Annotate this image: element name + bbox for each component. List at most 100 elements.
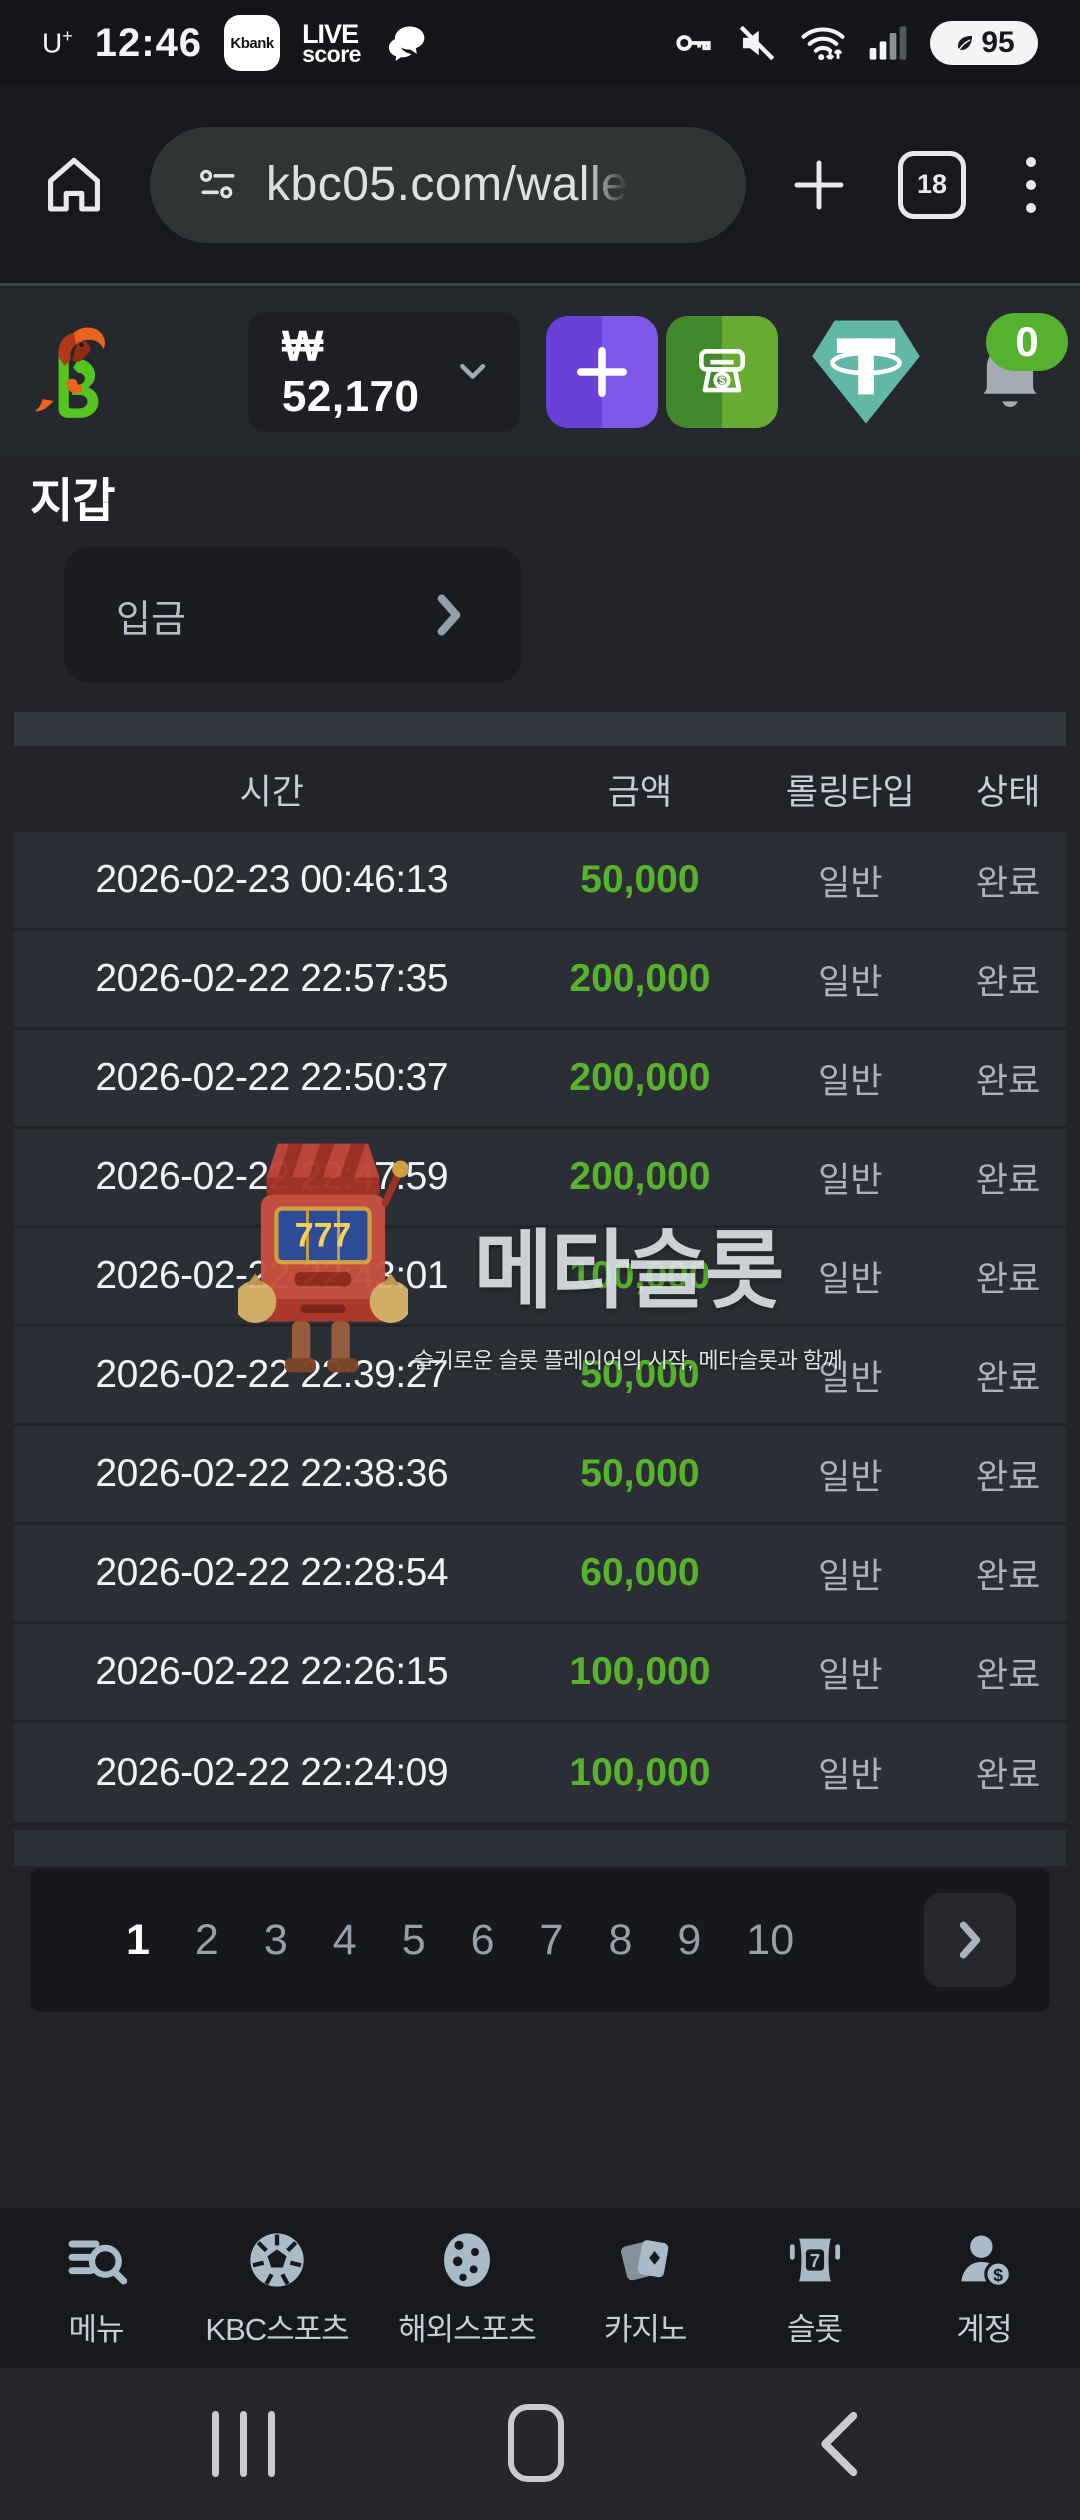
nav-item-kbc-sports[interactable]: KBC스포츠 xyxy=(205,2228,350,2349)
home-button[interactable] xyxy=(38,149,110,221)
cell-time: 2026-02-22 22:24:09 xyxy=(95,1750,449,1794)
table-row: 2026-02-22 22:24:09 100,000 일반 완료 xyxy=(14,1723,1066,1822)
page-number-button[interactable]: 2 xyxy=(194,1915,219,1964)
cell-rolling-type: 일반 xyxy=(818,1358,883,1398)
nav-item-overseas-sports[interactable]: 해외스포츠 xyxy=(398,2228,537,2349)
svg-text:7: 7 xyxy=(809,2249,819,2270)
status-bar-left: U+ 12:46 Kbank LIVE score xyxy=(42,15,429,71)
page-number-button[interactable]: 1 xyxy=(126,1915,150,1964)
livescore-notification-icon: LIVE score xyxy=(302,20,361,65)
nav-item-casino[interactable]: 카지노 xyxy=(585,2228,705,2349)
page-number-list: 1 2 3 4 5 6 7 8 9 10 xyxy=(126,1916,794,1965)
nav-label: 슬롯 xyxy=(787,2311,843,2347)
page-number-button[interactable]: 8 xyxy=(608,1915,633,1964)
kbank-notification-icon: Kbank xyxy=(224,15,281,71)
cell-time: 2026-02-22 22:57:35 xyxy=(95,957,449,1000)
android-home-button[interactable] xyxy=(508,2404,564,2482)
table-row: 2026-02-22 22:43:01 100,000 일반 완료 xyxy=(14,1228,1066,1327)
status-time: 12:46 xyxy=(94,20,203,65)
url-bar[interactable]: kbc05.com/walle xyxy=(150,126,746,243)
site-header: ₩ 52,170 $ 0 xyxy=(0,289,1080,455)
page-number-button[interactable]: 7 xyxy=(539,1915,564,1964)
cell-status: 완료 xyxy=(975,1756,1041,1795)
cell-amount: 50,000 xyxy=(580,858,700,901)
cash-wallet-button[interactable]: $ xyxy=(666,316,778,428)
page-number-button[interactable]: 9 xyxy=(677,1915,702,1964)
cell-time: 2026-02-22 22:38:36 xyxy=(95,1452,449,1495)
cell-status: 완료 xyxy=(975,1259,1041,1299)
deposit-menu-button[interactable]: 입금 xyxy=(64,547,522,683)
android-back-button[interactable] xyxy=(812,2408,864,2480)
page-title: 지갑 xyxy=(30,474,115,527)
tab-switcher-button[interactable]: 18 xyxy=(898,150,966,219)
slot-machine-icon: 7 xyxy=(789,2238,840,2281)
nav-item-menu[interactable]: 메뉴 xyxy=(36,2228,156,2349)
cell-time: 2026-02-22 22:26:15 xyxy=(95,1650,449,1693)
nav-label: 카지노 xyxy=(603,2311,688,2347)
casino-cards-icon xyxy=(621,2239,669,2280)
new-tab-button[interactable] xyxy=(786,152,852,218)
kakaotalk-notification-icon xyxy=(388,26,425,61)
status-bar: U+ 12:46 Kbank LIVE score xyxy=(0,0,1080,86)
nav-label: 계정 xyxy=(956,2311,1012,2347)
table-header-row: 시간 금액 롤링타입 상태 xyxy=(14,746,1066,832)
cell-amount: 100,000 xyxy=(569,1650,711,1693)
chevron-down-icon xyxy=(459,364,485,379)
status-bar-right: 95 xyxy=(672,21,1038,65)
cell-rolling-type: 일반 xyxy=(818,1457,883,1497)
table-row: 2026-02-22 22:47:59 200,000 일반 완료 xyxy=(14,1129,1066,1228)
tether-usdt-button[interactable] xyxy=(810,313,922,431)
wifi-icon xyxy=(801,27,845,61)
sports-ball-icon xyxy=(443,2232,490,2287)
balance-amount: ₩ 52,170 xyxy=(281,322,420,421)
account-money-icon: $ xyxy=(961,2234,1012,2288)
site-settings-icon[interactable] xyxy=(196,163,240,207)
kbc-logo[interactable] xyxy=(28,308,130,436)
page-number-button[interactable]: 6 xyxy=(470,1915,495,1964)
cell-amount: 200,000 xyxy=(569,1056,711,1099)
mute-icon xyxy=(739,25,775,61)
notification-bell-button[interactable]: 0 xyxy=(968,313,1068,427)
table-row: 2026-02-23 00:46:13 50,000 일반 완료 xyxy=(14,832,1066,931)
table-top-strip xyxy=(14,712,1066,746)
svg-text:$: $ xyxy=(993,2264,1003,2284)
cell-rolling-type: 일반 xyxy=(818,1556,883,1596)
cell-amount: 50,000 xyxy=(580,1353,700,1396)
nav-item-account[interactable]: $ 계정 xyxy=(924,2228,1044,2349)
table-bottom-strip xyxy=(14,1830,1066,1866)
battery-saver-leaf-icon xyxy=(958,36,973,51)
cell-status: 완료 xyxy=(975,1160,1041,1200)
cell-amount: 50,000 xyxy=(580,1452,700,1495)
cell-amount: 200,000 xyxy=(569,1155,711,1198)
cell-status: 완료 xyxy=(975,1457,1041,1497)
page-number-button[interactable]: 5 xyxy=(401,1915,426,1964)
plus-icon xyxy=(577,347,627,397)
page-number-button[interactable]: 3 xyxy=(263,1915,288,1964)
balance-dropdown[interactable]: ₩ 52,170 xyxy=(247,312,520,432)
page-number-button[interactable]: 4 xyxy=(332,1915,357,1964)
cell-time: 2026-02-22 22:43:01 xyxy=(95,1254,449,1297)
page-number-button[interactable]: 10 xyxy=(746,1915,795,1964)
table-row: 2026-02-22 22:26:15 100,000 일반 완료 xyxy=(14,1624,1066,1723)
cell-time: 2026-02-23 00:46:13 xyxy=(95,858,449,901)
next-page-button[interactable] xyxy=(924,1893,1016,1987)
soccer-ball-icon xyxy=(250,2232,304,2287)
menu-search-icon xyxy=(68,2240,128,2285)
browser-menu-button[interactable] xyxy=(1020,151,1042,219)
chevron-right-icon xyxy=(959,1921,981,1959)
cell-status: 완료 xyxy=(975,1556,1041,1596)
cash-deposit-icon: $ xyxy=(699,349,745,393)
vpn-key-icon xyxy=(676,35,711,51)
nav-label: KBC스포츠 xyxy=(205,2311,349,2347)
table-row: 2026-02-22 22:50:37 200,000 일반 완료 xyxy=(14,1030,1066,1129)
recent-apps-button[interactable] xyxy=(212,2411,275,2477)
table-row: 2026-02-22 22:38:36 50,000 일반 완료 xyxy=(14,1426,1066,1525)
deposit-label: 입금 xyxy=(116,598,186,641)
carrier-sup: + xyxy=(62,26,73,47)
cell-time: 2026-02-22 22:47:59 xyxy=(95,1155,449,1198)
cell-amount: 100,000 xyxy=(569,1750,711,1794)
nav-item-slots[interactable]: 7 슬롯 xyxy=(755,2228,875,2349)
battery-indicator: 95 xyxy=(930,21,1038,65)
deposit-plus-button[interactable] xyxy=(546,316,658,428)
url-text[interactable]: kbc05.com/walle xyxy=(266,158,629,211)
